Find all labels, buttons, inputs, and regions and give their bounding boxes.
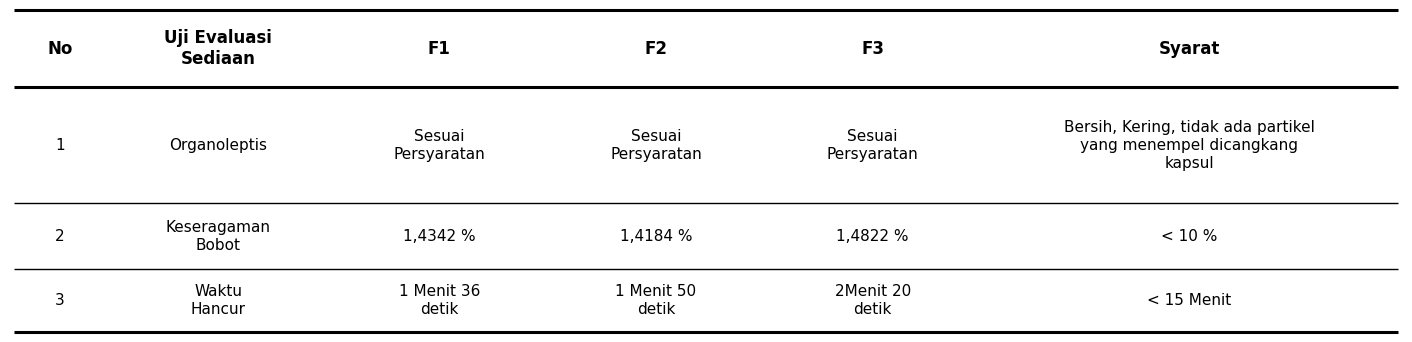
Text: Waktu
Hancur: Waktu Hancur xyxy=(191,284,246,317)
Text: 1,4184 %: 1,4184 % xyxy=(620,228,692,244)
Text: Bersih, Kering, tidak ada partikel
yang menempel dicangkang
kapsul: Bersih, Kering, tidak ada partikel yang … xyxy=(1065,120,1315,171)
Text: 2Menit 20
detik: 2Menit 20 detik xyxy=(834,284,911,317)
Text: No: No xyxy=(47,40,72,58)
Text: 1 Menit 36
detik: 1 Menit 36 detik xyxy=(398,284,480,317)
Text: F2: F2 xyxy=(644,40,668,58)
Text: 1 Menit 50
detik: 1 Menit 50 detik xyxy=(616,284,696,317)
Text: F1: F1 xyxy=(428,40,450,58)
Text: Sesuai
Persyaratan: Sesuai Persyaratan xyxy=(394,129,486,162)
Text: 1,4822 %: 1,4822 % xyxy=(836,228,909,244)
Text: Sesuai
Persyaratan: Sesuai Persyaratan xyxy=(827,129,919,162)
Text: F3: F3 xyxy=(861,40,884,58)
Text: Keseragaman
Bobot: Keseragaman Bobot xyxy=(165,220,271,253)
Text: < 15 Menit: < 15 Menit xyxy=(1148,293,1231,308)
Text: Sesuai
Persyaratan: Sesuai Persyaratan xyxy=(610,129,702,162)
Text: Uji Evaluasi
Sediaan: Uji Evaluasi Sediaan xyxy=(164,29,273,68)
Text: < 10 %: < 10 % xyxy=(1161,228,1217,244)
Text: Organoleptis: Organoleptis xyxy=(169,137,267,153)
Text: 1: 1 xyxy=(55,137,65,153)
Text: Syarat: Syarat xyxy=(1159,40,1220,58)
Text: 1,4342 %: 1,4342 % xyxy=(402,228,476,244)
Text: 3: 3 xyxy=(55,293,65,308)
Text: 2: 2 xyxy=(55,228,65,244)
